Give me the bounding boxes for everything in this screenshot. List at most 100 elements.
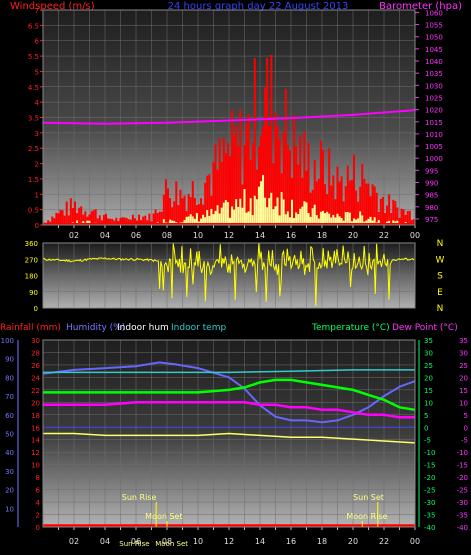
windspeed-gust-bar (344, 186, 347, 225)
wind-panel-border (42, 9, 416, 226)
windspeed-gust-bar (255, 169, 258, 225)
windspeed-gust-bar (392, 199, 395, 225)
windspeed-gust-bar (270, 54, 273, 225)
windspeed-gust-bar (115, 217, 118, 225)
windspeed-gust-bar (191, 180, 194, 225)
windspeed-gust-bar (177, 205, 180, 225)
windspeed-avg-bar (355, 219, 358, 225)
windspeed-avg-bar (282, 199, 285, 225)
temp-x-tick-label: 18 (317, 537, 327, 546)
dewpoint-y-tick-label: -10 (457, 449, 468, 457)
windspeed-avg-bar (324, 213, 327, 225)
windspeed-gust-bar (286, 144, 289, 225)
windspeed-gust-bar (74, 201, 76, 225)
windspeed-avg-bar (257, 186, 260, 225)
windspeed-avg-bar (253, 195, 256, 225)
windspeed-gust-bar (94, 209, 97, 225)
windspeed-gust-bar (390, 213, 393, 225)
dewpoint-y-tick-label: 0 (464, 424, 468, 432)
windspeed-gust-bar (346, 165, 349, 225)
windspeed-gust-bar (53, 218, 56, 225)
windspeed-gust-bar (239, 110, 242, 225)
dewpoint-y-tick-label: 35 (459, 337, 468, 345)
wind-x-tick-label: 02 (69, 231, 79, 240)
temperature-y-tick-label: 10 (424, 399, 433, 407)
windspeed-avg-bar (359, 211, 362, 225)
temp-x-tick-label: 10 (193, 537, 203, 546)
temperature-y-tick-label: -15 (424, 462, 435, 470)
windspeed-gust-bar (111, 218, 114, 225)
windspeed-avg-bar (365, 220, 368, 225)
wind-x-tick-label: 00 (410, 231, 420, 240)
windspeed-gust-bar (243, 145, 246, 225)
baro-y-tick-label: 1045 (425, 46, 443, 54)
temperature-y-tick-label: 35 (424, 337, 433, 345)
windspeed-avg-bar (303, 201, 306, 225)
windspeed-gust-bar (386, 205, 389, 225)
windspeed-avg-bar (342, 220, 345, 225)
windspeed-gust-bar (216, 169, 219, 225)
windspeed-gust-bar (251, 142, 254, 225)
windspeed-gust-bar (410, 219, 413, 225)
windspeed-gust-bar (133, 218, 136, 225)
windspeed-avg-bar (239, 198, 242, 225)
humidity-y-tick-label: 40 (5, 449, 14, 457)
windspeed-avg-bar (231, 206, 234, 225)
wind-y-tick-label: 2.5 (28, 145, 39, 153)
windspeed-gust-bar (330, 185, 333, 225)
windspeed-avg-bar (162, 219, 165, 225)
windspeed-gust-bar (369, 196, 372, 225)
windspeed-avg-bar (346, 212, 349, 225)
humidity-y-tick-label: 30 (5, 468, 14, 476)
rain-y-tick-label: 8 (36, 474, 40, 482)
windspeed-gust-bar (293, 115, 296, 225)
legend-entry: Dew Point (°C) (392, 323, 458, 333)
rain-y-tick-label: 14 (31, 437, 40, 445)
windspeed-gust-bar (127, 219, 130, 225)
rain-y-tick-label: 12 (31, 449, 40, 457)
wind-x-tick-label: 20 (348, 231, 358, 240)
windspeed-gust-bar (198, 204, 200, 225)
rain-y-tick-label: 30 (31, 337, 40, 345)
windspeed-gust-bar (109, 218, 112, 225)
windspeed-avg-bar (328, 213, 331, 225)
windspeed-gust-bar (183, 195, 186, 225)
windspeed-avg-bar (319, 211, 322, 225)
windspeed-gust-bar (55, 212, 58, 225)
rain-y-tick-label: 0 (36, 524, 40, 532)
windspeed-gust-bar (264, 87, 267, 225)
windspeed-gust-bar (353, 154, 355, 225)
windspeed-gust-bar (96, 218, 99, 225)
windspeed-avg-bar (189, 214, 192, 225)
windspeed-avg-bar (301, 206, 304, 225)
windspeed-gust-bar (105, 213, 107, 225)
wind-x-tick-label: 08 (162, 231, 172, 240)
windspeed-gust-bar (326, 194, 329, 225)
dewpoint-y-tick-label: -5 (461, 437, 468, 445)
dewpoint-y-tick-label: 10 (459, 399, 468, 407)
dewpoint-y-tick-label: 30 (459, 349, 468, 357)
windspeed-gust-bar (125, 218, 128, 225)
temperature-y-tick-label: 20 (424, 374, 433, 382)
windspeed-avg-bar (396, 220, 399, 225)
windspeed-gust-bar (241, 184, 244, 225)
windspeed-gust-bar (237, 145, 240, 225)
windspeed-gust-bar (148, 213, 151, 225)
windspeed-avg-bar (280, 192, 283, 225)
windspeed-gust-bar (204, 182, 207, 225)
windspeed-gust-bar (305, 170, 308, 225)
temperature-y-tick-label: 5 (424, 412, 428, 420)
windspeed-gust-bar (226, 143, 229, 225)
windspeed-gust-bar (179, 189, 182, 225)
wind-y-tick-label: 0 (35, 222, 39, 230)
windspeed-gust-bar (388, 194, 391, 225)
windspeed-gust-bar (69, 198, 72, 225)
windspeed-avg-bar (336, 213, 339, 225)
windspeed-avg-bar (224, 200, 227, 225)
windspeed-gust-bar (220, 161, 223, 225)
windspeed-avg-bar (247, 211, 250, 225)
humidity-y-tick-label: 60 (5, 412, 14, 420)
windspeed-gust-bar (361, 163, 364, 225)
windspeed-gust-bar (317, 178, 320, 225)
windspeed-gust-bar (152, 213, 155, 225)
